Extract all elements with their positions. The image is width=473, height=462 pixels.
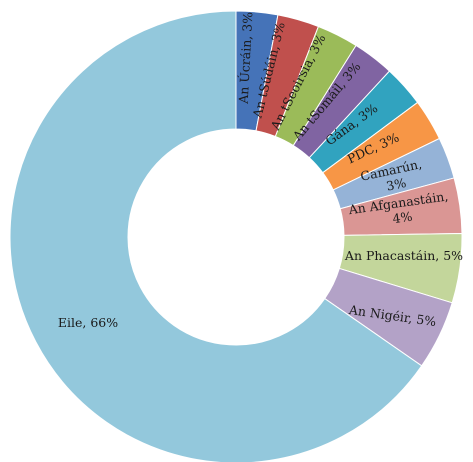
donut-slice-10 (9, 10, 423, 462)
slice-label-ucrain: An Úcráin, 3% (235, 11, 256, 105)
slice-label-eile: Eile, 66% (58, 315, 118, 330)
slice-label-phacastain: An Phacastáin, 5% (344, 248, 463, 263)
